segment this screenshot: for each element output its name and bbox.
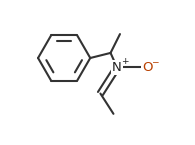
Text: N: N — [112, 61, 122, 74]
Text: −: − — [151, 57, 159, 66]
Text: O: O — [142, 61, 153, 74]
Text: +: + — [121, 57, 128, 66]
